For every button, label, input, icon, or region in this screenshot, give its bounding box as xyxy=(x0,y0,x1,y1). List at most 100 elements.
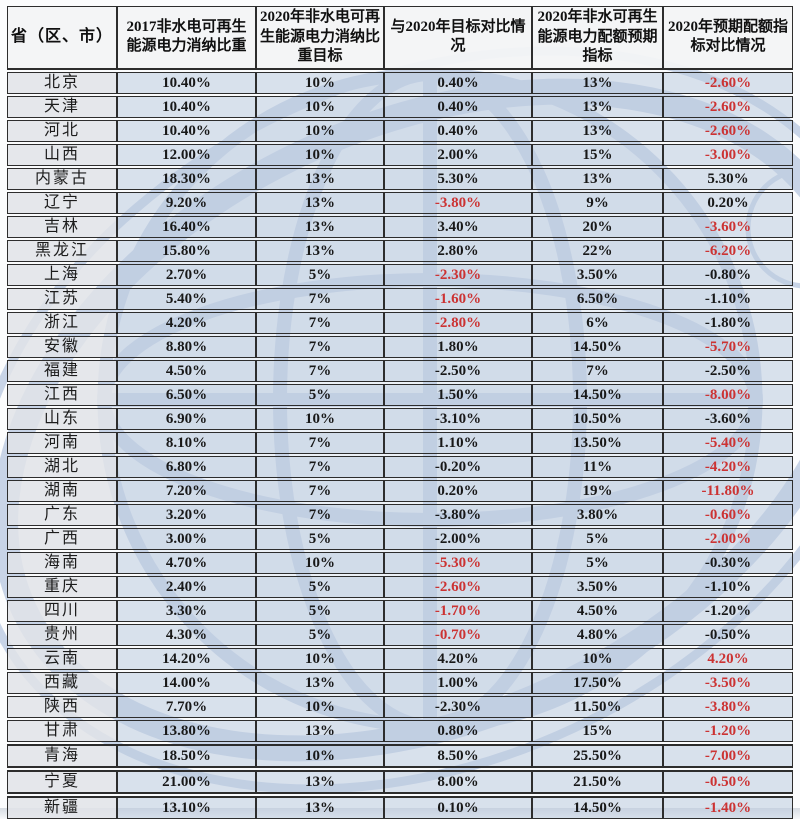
value-cell: 7% xyxy=(256,455,384,478)
value-cell: 15% xyxy=(532,719,663,742)
value-cell: 10% xyxy=(256,695,384,718)
value-cell: 5% xyxy=(256,575,384,598)
value-cell: -6.20% xyxy=(663,239,793,262)
table-row: 黑龙江 15.80% 13% 2.80% 22% -6.20% xyxy=(7,239,793,262)
province-cell: 重庆 xyxy=(7,575,117,598)
value-cell: 5.30% xyxy=(663,167,793,190)
table-row: 江西 6.50% 5% 1.50% 14.50% -8.00% xyxy=(7,383,793,406)
value-cell: -0.70% xyxy=(384,623,532,646)
value-cell: -0.80% xyxy=(663,263,793,286)
table-row: 青海 18.50% 10% 8.50% 25.50% -7.00% xyxy=(7,743,793,768)
table-row: 湖南 7.20% 7% 0.20% 19% -11.80% xyxy=(7,479,793,502)
table-row: 海南 4.70% 10% -5.30% 5% -0.30% xyxy=(7,551,793,574)
value-cell: 13.10% xyxy=(117,795,256,819)
value-cell: -0.50% xyxy=(663,623,793,646)
value-cell: 3.00% xyxy=(117,527,256,550)
value-cell: 8.80% xyxy=(117,335,256,358)
value-cell: -0.50% xyxy=(663,769,793,794)
table-row: 福建 4.50% 7% -2.50% 7% -2.50% xyxy=(7,359,793,382)
value-cell: -0.60% xyxy=(663,503,793,526)
value-cell: -11.80% xyxy=(663,479,793,502)
value-cell: 22% xyxy=(532,239,663,262)
value-cell: -3.00% xyxy=(663,143,793,166)
value-cell: 17.50% xyxy=(532,671,663,694)
province-cell: 宁夏 xyxy=(7,769,117,794)
value-cell: 5% xyxy=(532,551,663,574)
value-cell: 7% xyxy=(256,503,384,526)
table-header-cell: 2020年预期配额指标对比情况 xyxy=(663,6,793,70)
value-cell: 10% xyxy=(256,743,384,768)
table-row: 浙江 4.20% 7% -2.80% 6% -1.80% xyxy=(7,311,793,334)
table-row: 山西 12.00% 10% 2.00% 15% -3.00% xyxy=(7,143,793,166)
value-cell: 7.20% xyxy=(117,479,256,502)
table-header-cell: 2020年非水可再生能源电力配额预期指标 xyxy=(532,6,663,70)
value-cell: 10% xyxy=(256,95,384,118)
province-cell: 吉林 xyxy=(7,215,117,238)
value-cell: 7% xyxy=(256,479,384,502)
province-cell: 内蒙古 xyxy=(7,167,117,190)
value-cell: -4.20% xyxy=(663,455,793,478)
value-cell: 13% xyxy=(532,119,663,142)
value-cell: 18.50% xyxy=(117,743,256,768)
value-cell: 20% xyxy=(532,215,663,238)
value-cell: 7% xyxy=(256,359,384,382)
table-row: 贵州 4.30% 5% -0.70% 4.80% -0.50% xyxy=(7,623,793,646)
province-cell: 湖北 xyxy=(7,455,117,478)
value-cell: -3.10% xyxy=(384,407,532,430)
value-cell: 10% xyxy=(256,71,384,94)
value-cell: -2.60% xyxy=(663,71,793,94)
value-cell: -1.20% xyxy=(663,719,793,742)
value-cell: 0.40% xyxy=(384,119,532,142)
table-row: 辽宁 9.20% 13% -3.80% 9% 0.20% xyxy=(7,191,793,214)
value-cell: -1.80% xyxy=(663,311,793,334)
value-cell: -0.30% xyxy=(663,551,793,574)
province-cell: 四川 xyxy=(7,599,117,622)
value-cell: -2.00% xyxy=(663,527,793,550)
table-row: 吉林 16.40% 13% 3.40% 20% -3.60% xyxy=(7,215,793,238)
value-cell: 8.10% xyxy=(117,431,256,454)
value-cell: -3.80% xyxy=(384,191,532,214)
value-cell: 14.50% xyxy=(532,335,663,358)
value-cell: 13% xyxy=(256,215,384,238)
renewable-energy-quota-table: 省（区、市） 2017非水电可再生能源电力消纳比重 2020年非水电可再生能源电力消… xyxy=(7,4,793,819)
province-cell: 天津 xyxy=(7,95,117,118)
province-cell: 安徽 xyxy=(7,335,117,358)
value-cell: 11% xyxy=(532,455,663,478)
value-cell: -2.60% xyxy=(663,95,793,118)
value-cell: 3.40% xyxy=(384,215,532,238)
province-cell: 陕西 xyxy=(7,695,117,718)
value-cell: 10% xyxy=(256,551,384,574)
value-cell: -0.20% xyxy=(384,455,532,478)
value-cell: 4.20% xyxy=(117,311,256,334)
value-cell: 4.50% xyxy=(532,599,663,622)
value-cell: 10.50% xyxy=(532,407,663,430)
value-cell: 5.40% xyxy=(117,287,256,310)
table-row: 河南 8.10% 7% 1.10% 13.50% -5.40% xyxy=(7,431,793,454)
value-cell: 25.50% xyxy=(532,743,663,768)
value-cell: -3.60% xyxy=(663,215,793,238)
value-cell: 3.80% xyxy=(532,503,663,526)
value-cell: 13.50% xyxy=(532,431,663,454)
value-cell: 4.20% xyxy=(663,647,793,670)
province-cell: 青海 xyxy=(7,743,117,768)
value-cell: 14.00% xyxy=(117,671,256,694)
province-cell: 山西 xyxy=(7,143,117,166)
value-cell: 3.30% xyxy=(117,599,256,622)
value-cell: 21.50% xyxy=(532,769,663,794)
value-cell: 4.50% xyxy=(117,359,256,382)
value-cell: -2.50% xyxy=(663,359,793,382)
value-cell: 13% xyxy=(532,95,663,118)
table-header-row: 省（区、市） 2017非水电可再生能源电力消纳比重 2020年非水电可再生能源电力消… xyxy=(7,6,793,70)
value-cell: -3.50% xyxy=(663,671,793,694)
value-cell: 1.00% xyxy=(384,671,532,694)
province-cell: 山东 xyxy=(7,407,117,430)
table-row: 江苏 5.40% 7% -1.60% 6.50% -1.10% xyxy=(7,287,793,310)
value-cell: 0.10% xyxy=(384,795,532,819)
value-cell: 5% xyxy=(256,599,384,622)
province-cell: 江西 xyxy=(7,383,117,406)
value-cell: 19% xyxy=(532,479,663,502)
value-cell: -2.50% xyxy=(384,359,532,382)
value-cell: -1.70% xyxy=(384,599,532,622)
value-cell: 3.50% xyxy=(532,575,663,598)
